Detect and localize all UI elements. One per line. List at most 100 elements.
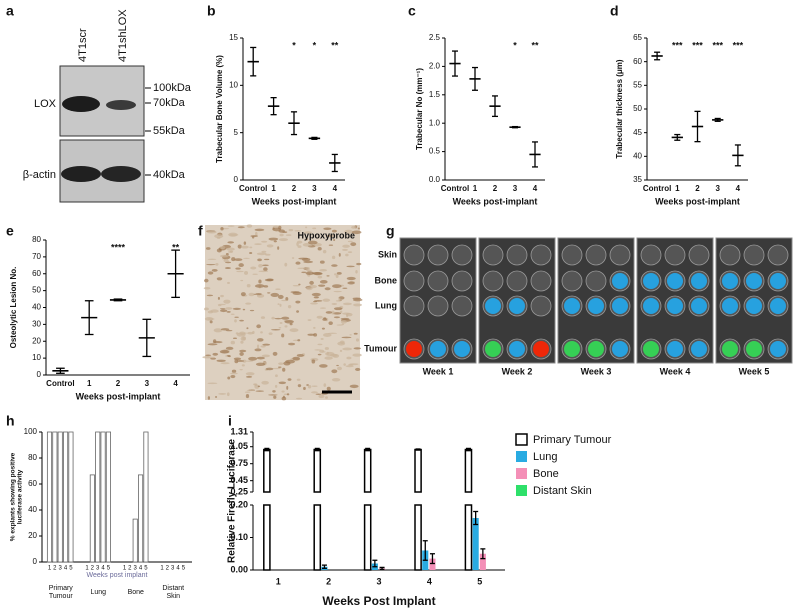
significance: * <box>513 40 517 50</box>
y-tick-label: 5 <box>234 128 239 137</box>
stain-speck <box>281 390 285 393</box>
y-tick-label: 0.10 <box>230 532 248 542</box>
stain-speck <box>296 310 300 313</box>
stain-speck <box>326 351 329 355</box>
signal <box>722 341 738 357</box>
signal <box>454 341 470 357</box>
stain-speck <box>207 258 217 261</box>
stain-speck <box>277 246 280 250</box>
stain-speck <box>325 311 333 314</box>
x-axis-label: Weeks post implant <box>87 572 148 579</box>
stain-speck <box>235 332 239 335</box>
stain-speck <box>271 316 275 320</box>
lane-label: 4T1scr <box>77 28 89 62</box>
x-tick-label: 3 <box>145 379 150 388</box>
bar <box>464 448 473 493</box>
stain-speck <box>333 316 340 319</box>
stain-speck <box>265 253 271 256</box>
significance: ** <box>531 40 539 50</box>
signal <box>406 341 422 357</box>
signal <box>509 298 525 314</box>
legend-swatch <box>516 485 527 496</box>
stain-speck <box>256 324 262 329</box>
stain-speck <box>306 384 309 386</box>
stain-speck <box>244 391 251 394</box>
stain-speck <box>284 262 288 267</box>
y-tick-label: 10 <box>229 80 238 89</box>
stain-speck <box>311 359 316 364</box>
stain-speck <box>328 244 334 246</box>
stain-speck <box>335 300 341 302</box>
signal <box>770 298 786 314</box>
stain-speck <box>346 356 352 360</box>
signal <box>612 298 628 314</box>
signal <box>533 341 549 357</box>
stain-speck <box>256 344 260 349</box>
stain-speck <box>281 316 290 320</box>
stain-speck <box>260 331 263 334</box>
stain-speck <box>271 328 281 331</box>
y-tick-label: 1.5 <box>429 90 441 99</box>
stain-speck <box>266 244 274 248</box>
group-label: Lung <box>90 589 106 596</box>
stain-speck <box>318 394 325 399</box>
stain-speck <box>313 296 319 299</box>
panel-letter: f <box>198 223 203 239</box>
stain-speck <box>353 332 358 335</box>
stain-speck <box>245 302 252 305</box>
stain-speck <box>220 294 224 298</box>
stain-speck <box>295 397 303 400</box>
stain-speck <box>277 303 280 305</box>
week-label: Week 3 <box>581 366 612 376</box>
stain-speck <box>250 235 258 237</box>
stain-speck <box>326 275 330 277</box>
significance: *** <box>733 40 744 50</box>
stain-label: Hypoxyprobe <box>297 230 355 240</box>
x-tick-label: Control <box>46 379 74 388</box>
stain-speck <box>234 258 243 261</box>
y-tick-label: 30 <box>32 319 41 328</box>
stain-speck <box>245 360 254 362</box>
week-label: Week 1 <box>423 366 454 376</box>
bar <box>63 431 69 563</box>
stain-speck <box>282 367 286 372</box>
x-tick-label: 4 <box>176 566 180 572</box>
marker-label: 55kDa <box>153 125 186 137</box>
stain-speck <box>216 359 226 362</box>
signal <box>667 273 683 289</box>
stain-speck <box>303 260 314 264</box>
stain-speck <box>321 327 325 330</box>
stain-speck <box>295 261 301 265</box>
bar <box>57 431 63 563</box>
stain-speck <box>311 272 322 275</box>
stain-speck <box>248 356 258 361</box>
well <box>403 270 425 292</box>
stain-speck <box>289 328 299 333</box>
legend-swatch <box>516 451 527 462</box>
stain-speck <box>292 356 301 361</box>
stain-speck <box>345 253 349 257</box>
x-tick-label: 2 <box>166 566 170 572</box>
legend-label: Bone <box>533 468 559 480</box>
stain-speck <box>268 237 279 241</box>
stain-speck <box>272 225 279 228</box>
stain-speck <box>281 333 285 338</box>
stain-speck <box>263 267 268 272</box>
significance: ** <box>331 40 339 50</box>
stain-speck <box>331 378 341 382</box>
x-tick-label: 3 <box>513 184 518 193</box>
stain-speck <box>292 291 302 295</box>
stain-speck <box>226 310 231 313</box>
bar <box>414 448 422 493</box>
stain-speck <box>303 386 306 391</box>
stain-speck <box>335 274 339 279</box>
stain-speck <box>209 320 213 324</box>
y-axis-label: Trabecular No (mm⁻¹) <box>415 68 424 150</box>
stain-speck <box>342 312 351 315</box>
marker-label: 70kDa <box>153 97 186 109</box>
stain-speck <box>355 338 360 342</box>
x-axis-label: Weeks Post Implant <box>322 594 435 608</box>
y-tick-label: 0 <box>234 175 239 184</box>
stain-speck <box>256 338 264 342</box>
stain-speck <box>225 253 229 256</box>
